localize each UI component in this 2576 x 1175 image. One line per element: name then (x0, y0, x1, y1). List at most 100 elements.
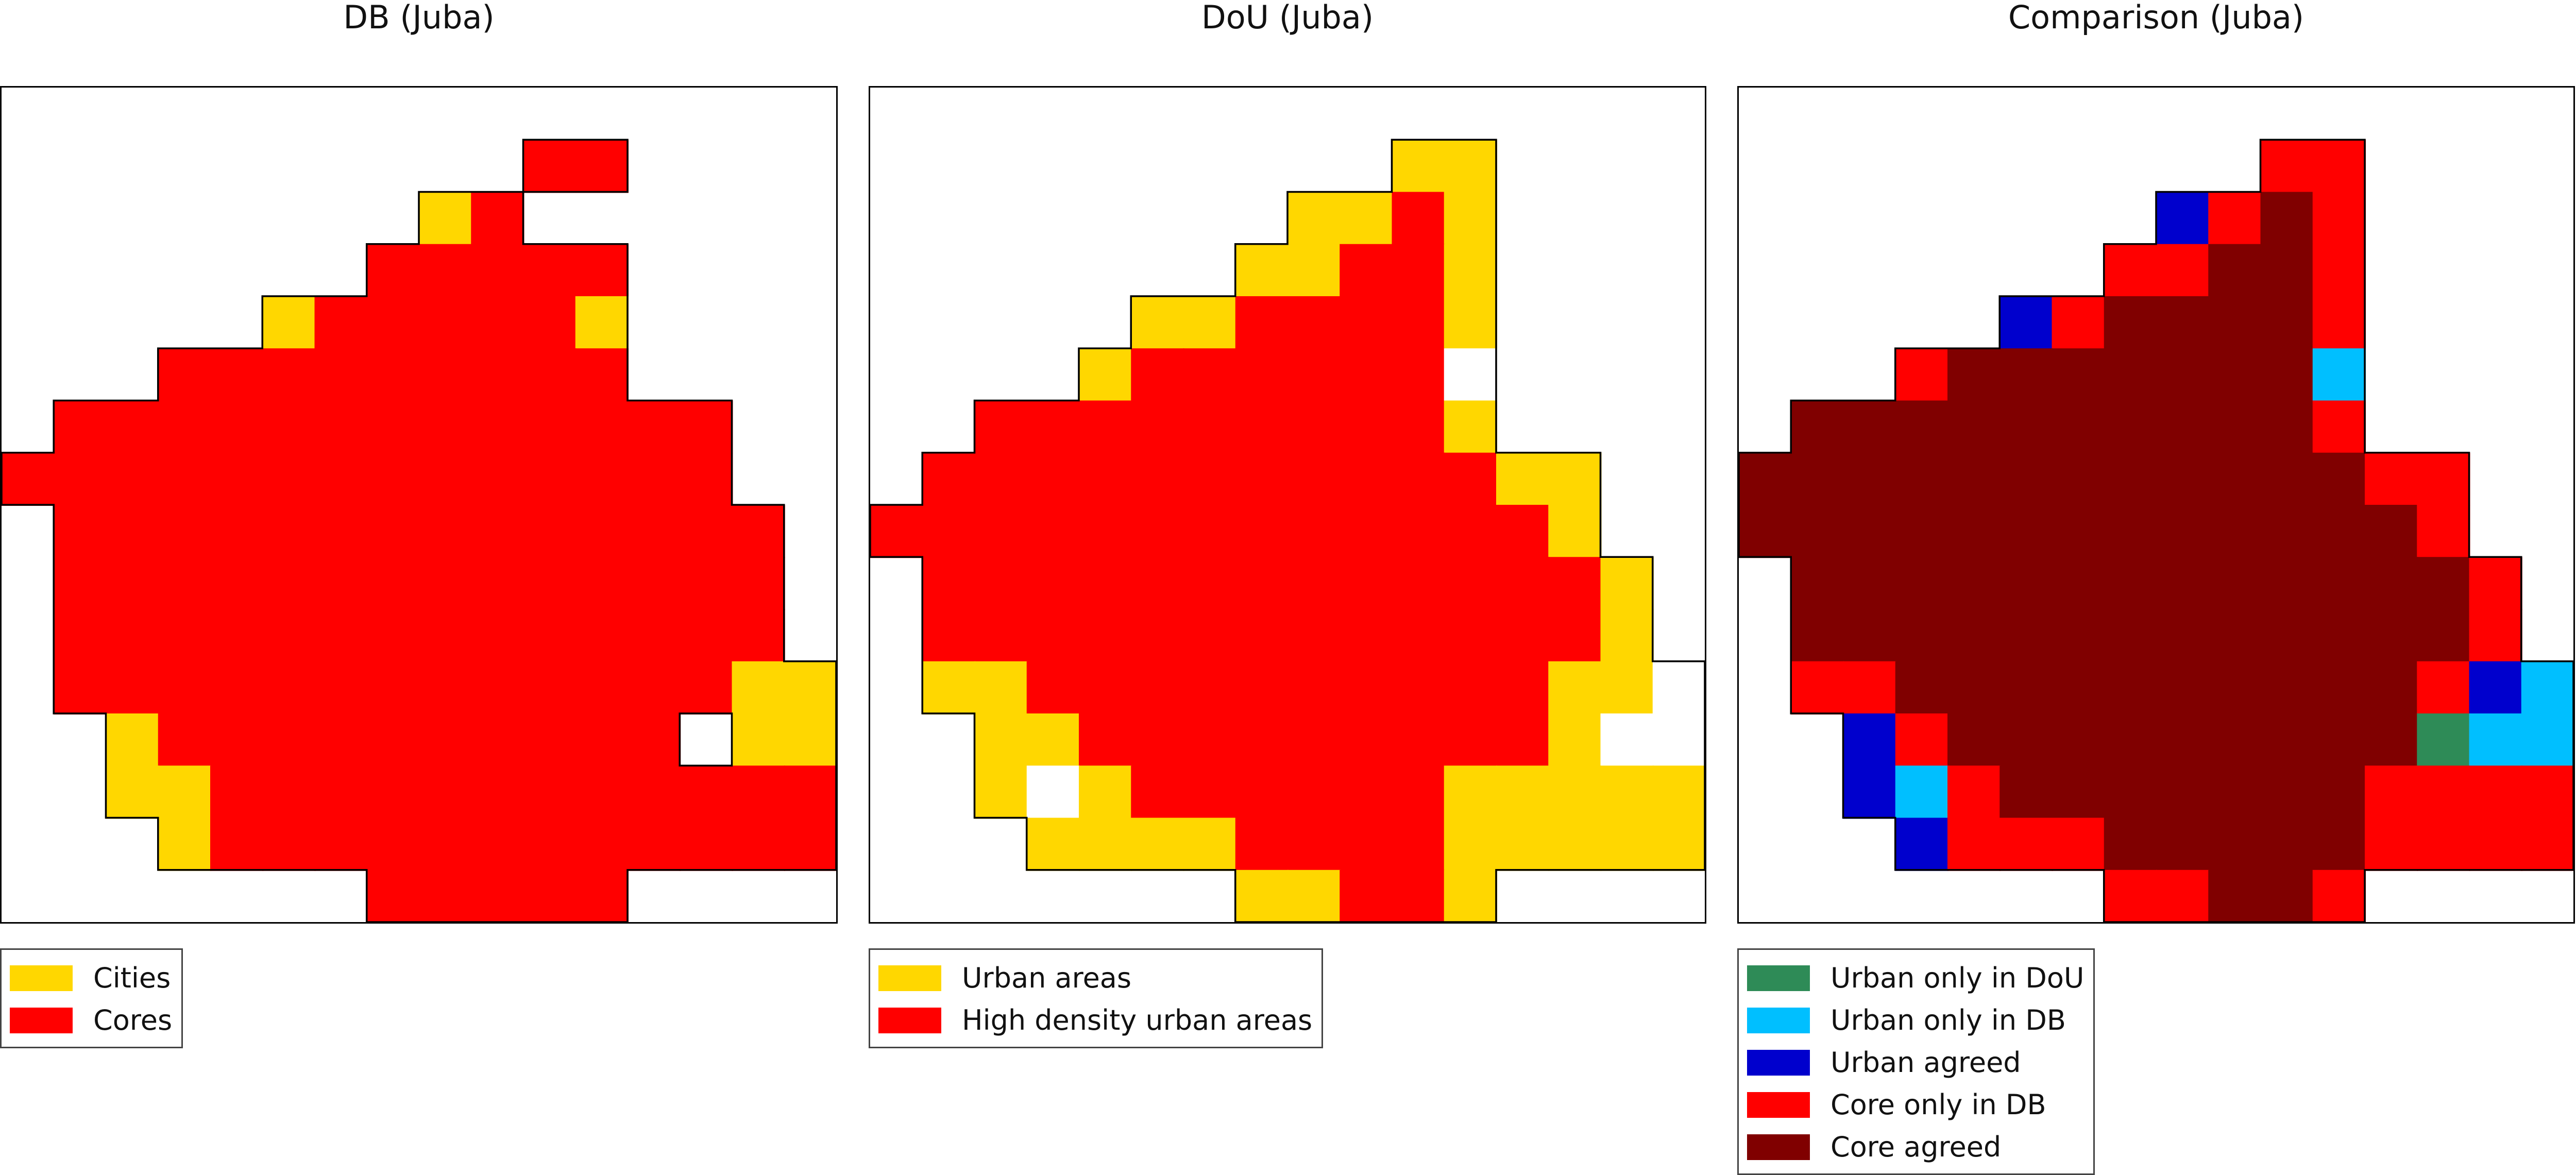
grid-cell (1496, 505, 1550, 558)
grid-cell (732, 609, 785, 662)
grid-cell (2156, 870, 2210, 922)
grid-cell (2104, 400, 2158, 454)
grid-cell (922, 452, 976, 506)
grid-cell (471, 348, 524, 402)
grid-cell (1026, 818, 1080, 871)
grid-cell (2104, 818, 2158, 871)
grid-cell (471, 713, 524, 767)
grid-cell (575, 818, 629, 871)
grid-cell (1026, 661, 1080, 715)
grid-cell (1392, 765, 1445, 819)
grid-cell (1548, 765, 1602, 819)
grid-cell (2052, 818, 2105, 871)
grid-cell (1235, 713, 1289, 767)
legend-swatch-urban-only-dou (1747, 965, 1810, 991)
grid-cell (1340, 452, 1393, 506)
legend-item: Cores (10, 999, 172, 1042)
grid-cell (575, 400, 629, 454)
grid-cell (1183, 818, 1236, 871)
grid-cell (262, 661, 316, 715)
grid-cell (1079, 452, 1132, 506)
grid-cell (628, 400, 681, 454)
grid-cell (575, 661, 629, 715)
grid-cell (158, 713, 212, 767)
grid-cell (1131, 609, 1184, 662)
grid-cell (210, 348, 264, 402)
grid-cell (1340, 661, 1393, 715)
map-dou (869, 86, 1706, 924)
grid-cell (974, 661, 1028, 715)
grid-cell (1843, 661, 1896, 715)
grid-cell (1791, 505, 1844, 558)
grid-cell (1444, 140, 1498, 193)
grid-cell (1079, 557, 1132, 610)
grid-cell (1340, 296, 1393, 350)
grid-cell (2417, 765, 2470, 819)
grid-cell (784, 661, 836, 715)
grid-cell (1496, 661, 1550, 715)
grid-cell (1235, 348, 1289, 402)
grid-cell (314, 557, 368, 610)
grid-cell (1843, 400, 1896, 454)
grid-cell (1791, 609, 1844, 662)
grid-cell (1600, 661, 1654, 715)
map-comparison-grid (1739, 139, 2573, 922)
grid-cell (54, 661, 107, 715)
grid-cell (314, 661, 368, 715)
grid-cell (1392, 348, 1445, 402)
grid-cell (628, 661, 681, 715)
grid-cell (523, 870, 577, 922)
grid-cell (158, 818, 212, 871)
grid-cell (2365, 818, 2418, 871)
grid-cell (1392, 400, 1445, 454)
map-comparison (1737, 86, 2575, 924)
grid-cell (106, 713, 159, 767)
grid-cell (2052, 557, 2105, 610)
grid-cell (2208, 296, 2262, 350)
grid-cell (471, 192, 524, 245)
grid-cell (2156, 765, 2210, 819)
grid-cell (1026, 400, 1080, 454)
grid-cell (1079, 348, 1132, 402)
grid-cell (2469, 557, 2522, 610)
grid-cell (2156, 557, 2210, 610)
grid-cell (2260, 140, 2314, 193)
grid-cell (1131, 452, 1184, 506)
panel-title-comparison: Comparison (Juba) (2008, 0, 2304, 36)
grid-cell (1548, 713, 1602, 767)
grid-cell (523, 765, 577, 819)
grid-cell (2312, 713, 2366, 767)
grid-cell (1340, 192, 1393, 245)
grid-cell (523, 557, 577, 610)
grid-cell (1079, 400, 1132, 454)
grid-cell (1548, 818, 1602, 871)
grid-cell (2260, 348, 2314, 402)
grid-cell (2156, 348, 2210, 402)
legend-swatch-urban-agreed (1747, 1050, 1810, 1076)
grid-cell (419, 244, 472, 298)
grid-cell (680, 452, 733, 506)
grid-cell (106, 400, 159, 454)
grid-cell (2260, 296, 2314, 350)
grid-cell (471, 765, 524, 819)
grid-cell (680, 818, 733, 871)
map-db (0, 86, 838, 924)
grid-cell (419, 713, 472, 767)
grid-cell (2365, 713, 2418, 767)
grid-cell (1079, 713, 1132, 767)
grid-cell (210, 505, 264, 558)
grid-cell (2312, 609, 2366, 662)
panel-title-db: DB (Juba) (343, 0, 495, 36)
grid-cell (1496, 765, 1550, 819)
grid-cell (1999, 452, 2053, 506)
grid-cell (1131, 557, 1184, 610)
grid-cell (2052, 348, 2105, 402)
grid-cell (1999, 505, 2053, 558)
grid-cell (1739, 452, 1792, 506)
legend-dou: Urban areas High density urban areas (869, 948, 1324, 1048)
grid-cell (2417, 713, 2470, 767)
region-outline (1739, 139, 2573, 922)
grid-cell (1947, 609, 2001, 662)
grid-cell (2156, 192, 2210, 245)
grid-cell (1287, 505, 1341, 558)
